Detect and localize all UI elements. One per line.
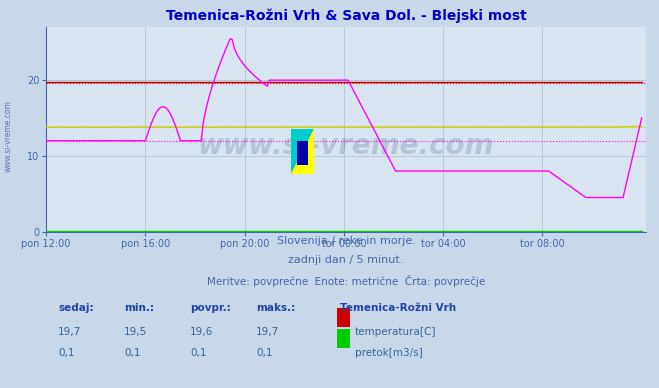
Text: Slovenija / reke in morje.: Slovenija / reke in morje.: [277, 236, 415, 246]
Text: min.:: min.:: [124, 303, 154, 313]
Text: povpr.:: povpr.:: [190, 303, 231, 313]
Text: www.si-vreme.com: www.si-vreme.com: [3, 100, 13, 172]
Text: temperatura[C]: temperatura[C]: [355, 327, 436, 337]
Text: 0,1: 0,1: [124, 348, 140, 357]
Text: zadnji dan / 5 minut.: zadnji dan / 5 minut.: [288, 255, 404, 265]
Text: Meritve: povprečne  Enote: metrične  Črta: povprečje: Meritve: povprečne Enote: metrične Črta:…: [207, 275, 485, 287]
Text: Temenica-Rožni Vrh: Temenica-Rožni Vrh: [340, 303, 456, 313]
Text: sedaj:: sedaj:: [58, 303, 94, 313]
Text: 19,7: 19,7: [58, 327, 81, 337]
Text: 19,5: 19,5: [124, 327, 148, 337]
Text: 0,1: 0,1: [190, 348, 206, 357]
Text: 19,7: 19,7: [256, 327, 279, 337]
Title: Temenica-Rožni Vrh & Sava Dol. - Blejski most: Temenica-Rožni Vrh & Sava Dol. - Blejski…: [165, 9, 527, 23]
Text: maks.:: maks.:: [256, 303, 295, 313]
Bar: [337, 329, 350, 348]
Bar: [337, 308, 350, 327]
Text: pretok[m3/s]: pretok[m3/s]: [355, 348, 422, 357]
Text: 0,1: 0,1: [256, 348, 273, 357]
Text: 0,1: 0,1: [58, 348, 74, 357]
Text: www.si-vreme.com: www.si-vreme.com: [198, 132, 494, 160]
Text: 19,6: 19,6: [190, 327, 214, 337]
